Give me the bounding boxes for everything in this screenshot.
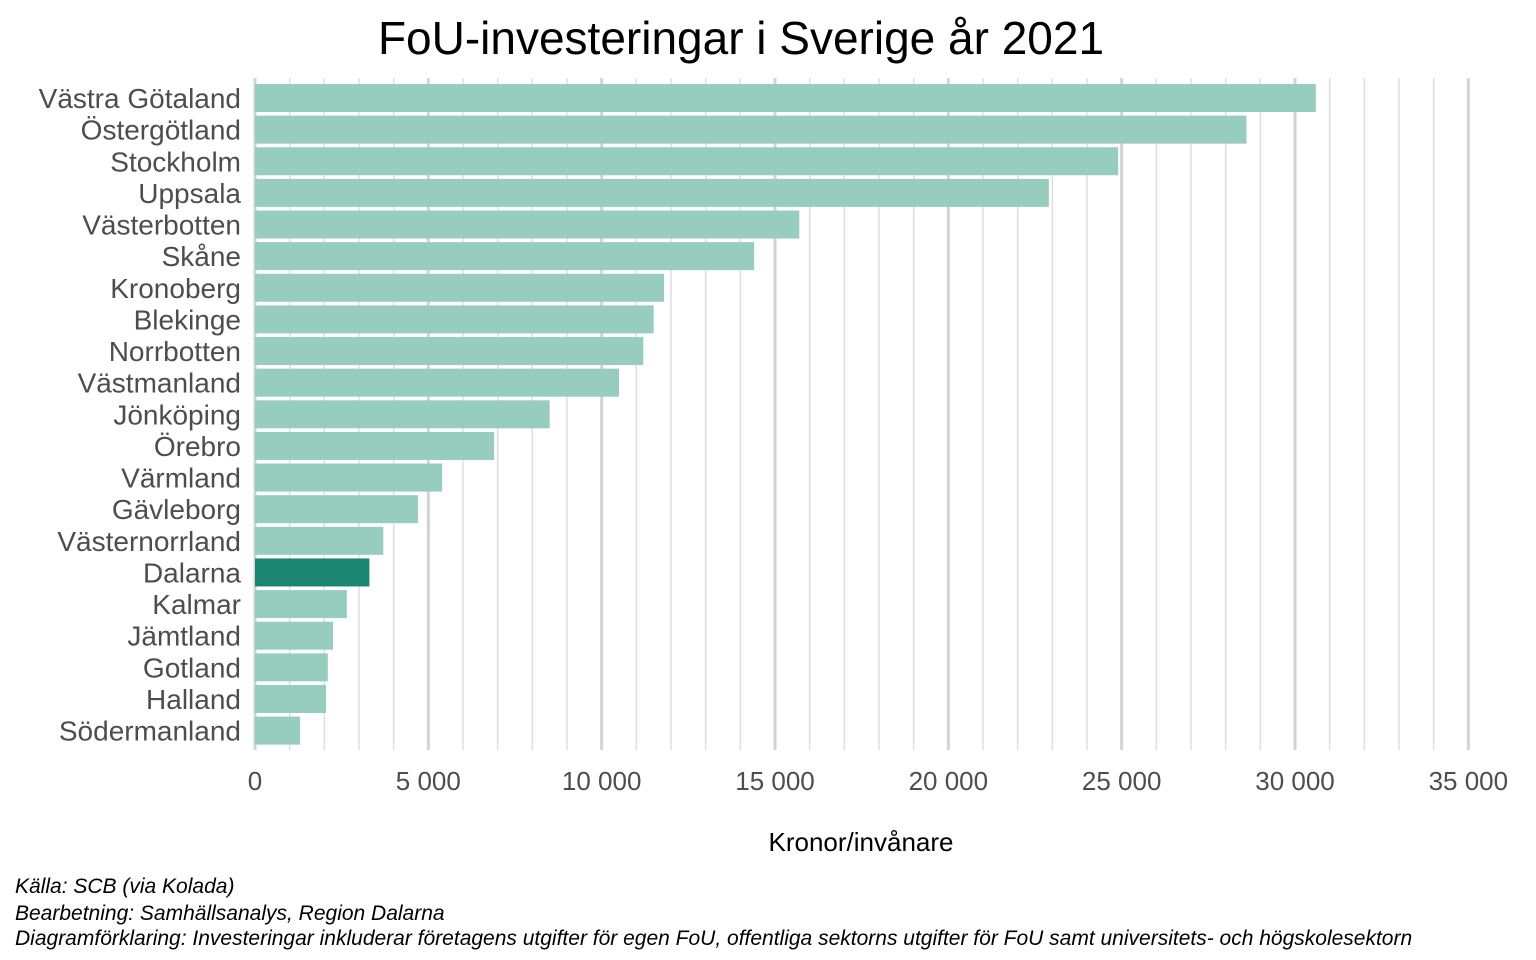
x-tick-label: 0	[248, 766, 262, 796]
x-axis-title: Kronor/invånare	[769, 827, 954, 857]
bar-kalmar	[255, 590, 347, 619]
caption-explanation: Diagramförklaring: Investeringar inklude…	[15, 927, 1413, 950]
bar-södermanland	[255, 716, 301, 745]
category-label: Halland	[146, 684, 241, 715]
category-label: Örebro	[154, 431, 241, 462]
bar-jämtland	[255, 621, 333, 650]
bar-halland	[255, 684, 327, 713]
bar-västra-götaland	[255, 84, 1316, 112]
category-label: Södermanland	[59, 716, 241, 747]
bar-norrbotten	[255, 337, 644, 366]
bar-gotland	[255, 653, 328, 682]
x-tick-label: 30 000	[1255, 766, 1335, 796]
category-label: Värmland	[121, 463, 241, 494]
category-label: Gotland	[143, 652, 241, 683]
bar-uppsala	[255, 178, 1049, 207]
x-tick-label: 15 000	[735, 766, 815, 796]
category-label: Norrbotten	[109, 336, 241, 367]
x-tick-label: 25 000	[1082, 766, 1162, 796]
bar-skåne	[255, 242, 755, 271]
category-label: Gävleborg	[112, 494, 241, 525]
category-labels: Västra GötalandÖstergötlandStockholmUpps…	[39, 83, 242, 747]
bar-värmland	[255, 463, 443, 492]
x-tick-label: 10 000	[562, 766, 642, 796]
chart-title: FoU-investeringar i Sverige år 2021	[378, 12, 1104, 64]
category-label: Stockholm	[110, 146, 241, 177]
category-label: Västmanland	[78, 368, 241, 399]
category-label: Kronoberg	[110, 273, 241, 304]
category-label: Dalarna	[143, 557, 241, 588]
bar-dalarna	[255, 558, 370, 587]
category-label: Jönköping	[113, 399, 241, 430]
category-label: Blekinge	[134, 304, 241, 335]
x-tick-label: 5 000	[396, 766, 461, 796]
bar-jönköping	[255, 400, 550, 429]
x-tick-label: 35 000	[1429, 766, 1509, 796]
category-label: Västerbotten	[82, 210, 241, 241]
category-label: Uppsala	[138, 178, 241, 209]
category-label: Jämtland	[127, 621, 241, 652]
bar-västerbotten	[255, 210, 800, 239]
x-tick-label: 20 000	[909, 766, 989, 796]
bar-västernorrland	[255, 526, 384, 555]
bar-stockholm	[255, 147, 1119, 176]
bar-östergötland	[255, 115, 1247, 144]
bar-västmanland	[255, 368, 619, 397]
x-tick-labels: 0 5 000 10 000 15 000 20 000 25 000 30 000 35 0…	[248, 766, 1508, 796]
caption-processing: Bearbetning: Samhällsanalys, Region Dala…	[15, 902, 445, 925]
bars	[255, 84, 1316, 745]
category-label: Skåne	[162, 241, 241, 272]
category-label: Kalmar	[152, 589, 241, 620]
category-label: Västra Götaland	[39, 83, 241, 114]
category-label: Västernorrland	[57, 526, 241, 557]
bar-kronoberg	[255, 273, 665, 302]
bar-gävleborg	[255, 495, 418, 524]
bar-örebro	[255, 431, 495, 460]
bar-blekinge	[255, 305, 654, 334]
caption-source: Källa: SCB (via Kolada)	[15, 875, 235, 898]
category-label: Östergötland	[81, 115, 241, 146]
